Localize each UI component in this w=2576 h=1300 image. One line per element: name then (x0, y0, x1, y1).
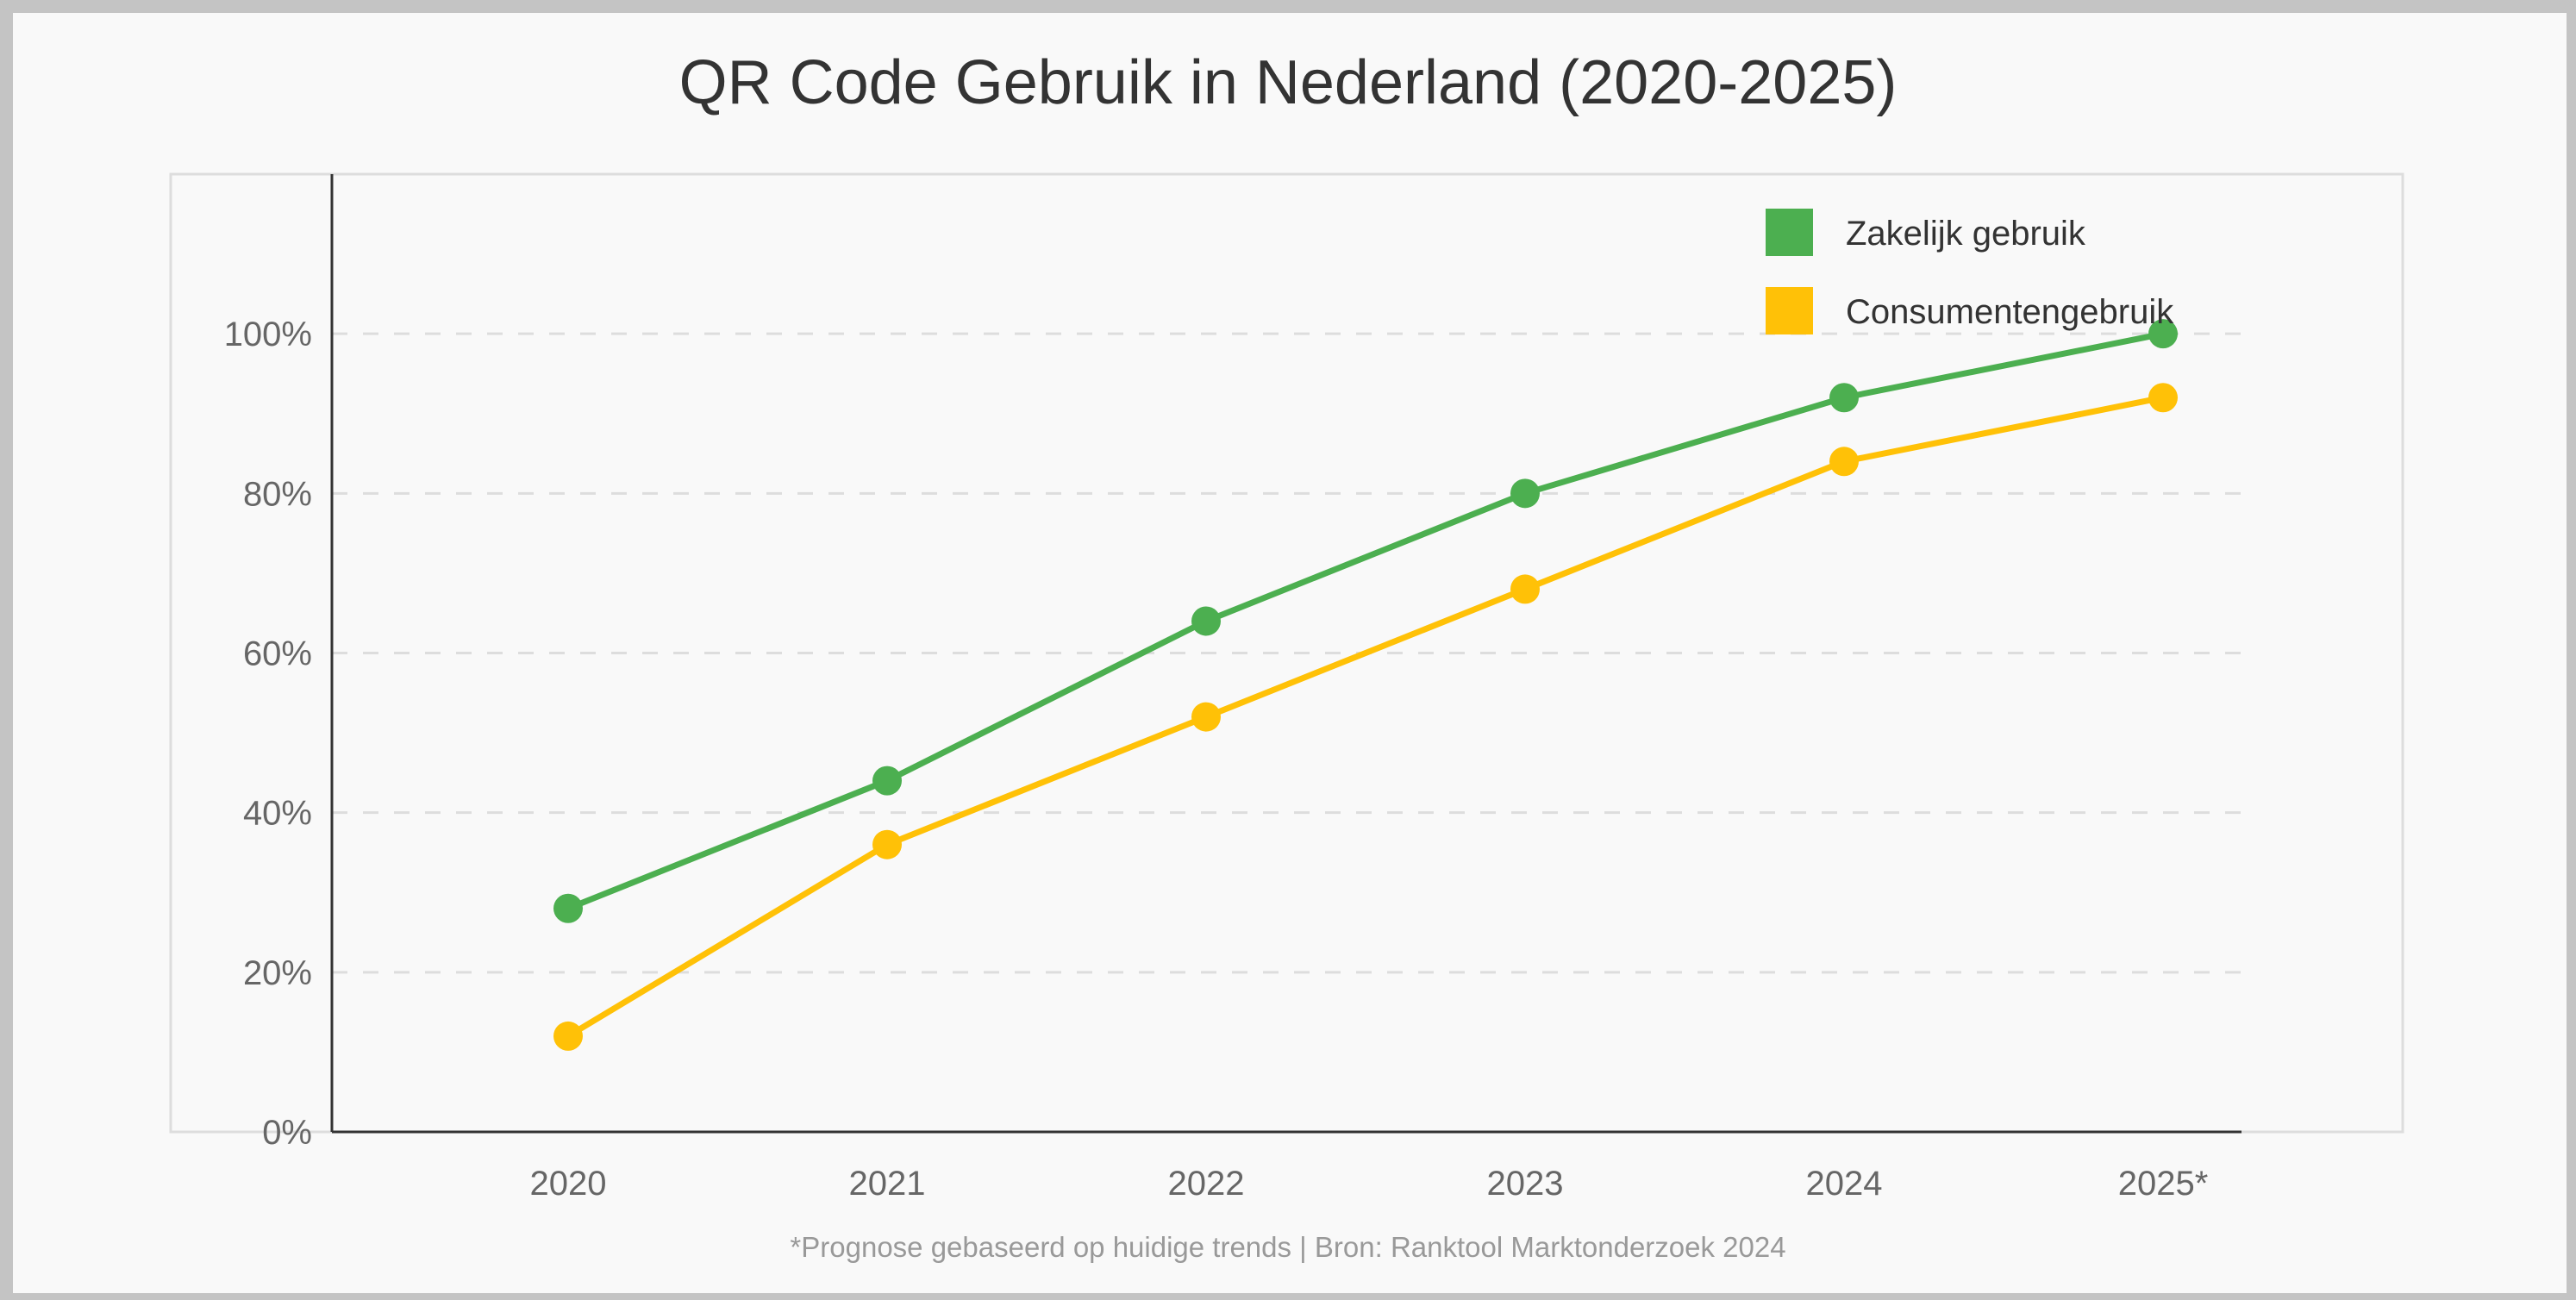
data-point (1191, 606, 1221, 636)
series-line (566, 330, 2164, 912)
data-point (553, 1021, 583, 1051)
x-tick-label: 2023 (1487, 1165, 1564, 1203)
data-point (1829, 447, 1859, 477)
data-point (553, 893, 583, 923)
data-point (872, 829, 902, 859)
y-tick-label: 60% (243, 635, 312, 673)
series-line (566, 394, 2164, 1039)
x-tick-label: 2021 (849, 1165, 926, 1203)
data-point (1191, 702, 1221, 732)
data-point (1510, 478, 1540, 509)
chart-title: QR Code Gebruik in Nederland (2020-2025) (678, 48, 1898, 117)
data-point (2148, 383, 2178, 413)
y-tick-label: 40% (243, 795, 312, 833)
x-tick-label: 2024 (1806, 1165, 1883, 1203)
legend-swatch (1766, 287, 1813, 334)
legend-label: Zakelijk gebruik (1846, 215, 2086, 253)
x-tick-label: 2022 (1168, 1165, 1245, 1203)
legend-swatch (1766, 209, 1813, 256)
x-tick-label: 2020 (530, 1165, 607, 1203)
data-point (1510, 574, 1540, 604)
y-tick-label: 80% (243, 475, 312, 513)
x-tick-label: 2025* (2118, 1165, 2209, 1203)
data-point (2148, 319, 2178, 349)
data-point (1829, 383, 1859, 413)
y-tick-label: 100% (224, 316, 312, 353)
y-tick-label: 20% (243, 954, 312, 992)
legend-label: Consumentengebruik (1846, 293, 2174, 331)
data-point (872, 766, 902, 796)
chart-footnote: *Prognose gebaseerd op huidige trends | … (790, 1231, 1786, 1263)
y-tick-label: 0% (262, 1114, 312, 1152)
